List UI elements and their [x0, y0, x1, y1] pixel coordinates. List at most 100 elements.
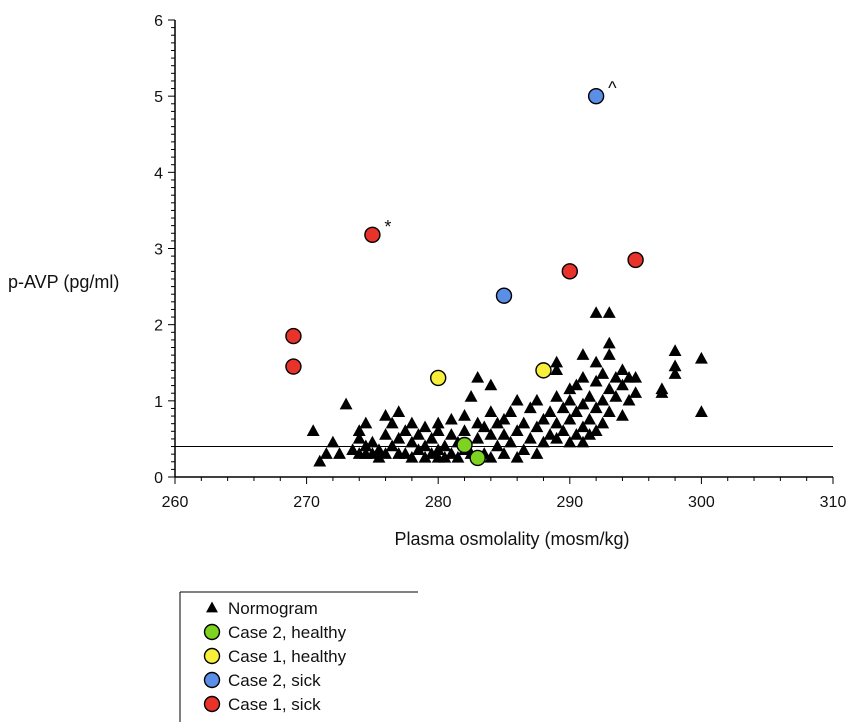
normogram-point [602, 306, 616, 318]
normogram-point [576, 435, 590, 448]
normogram-point [563, 435, 577, 448]
normogram-point [385, 439, 399, 452]
normogram-point [537, 412, 550, 425]
case-1-sick-point [285, 358, 302, 375]
normogram-point [313, 454, 327, 467]
normogram-point [583, 390, 596, 402]
normogram-point [550, 431, 564, 444]
normogram-point [609, 390, 623, 402]
normogram-point [510, 393, 524, 406]
normogram-point [523, 401, 537, 414]
normogram-point [418, 450, 432, 463]
normogram-point [563, 412, 577, 425]
case-1-sick-point [561, 263, 578, 280]
normogram-point [471, 431, 485, 444]
normogram-point [418, 439, 432, 452]
normogram-point [346, 443, 360, 456]
normogram-point [602, 382, 616, 395]
normogram-point [484, 378, 498, 391]
normogram-point [398, 424, 412, 436]
normogram-point [425, 431, 439, 444]
normogram-point [392, 405, 406, 417]
normogram-point [510, 450, 524, 463]
x-tick-label: 260 [162, 494, 189, 511]
normogram-point [694, 405, 708, 417]
legend-marker [203, 623, 221, 641]
normogram-point [405, 450, 419, 463]
normogram-point [471, 416, 485, 429]
normogram-point [576, 420, 590, 433]
normogram-point [569, 428, 583, 440]
data-points [285, 87, 708, 467]
normogram-point [365, 435, 379, 448]
normogram-point [438, 439, 452, 452]
normogram-point [589, 424, 603, 436]
normogram-point [510, 424, 524, 436]
normogram-point [589, 355, 603, 368]
case-1-sick-point [627, 251, 644, 269]
normogram-point [530, 447, 544, 459]
normogram-point [339, 397, 353, 410]
x-tick-label: 300 [688, 494, 715, 511]
normogram-point [451, 450, 465, 463]
normogram-point [497, 447, 511, 459]
normogram-point [550, 390, 564, 402]
normogram-point [484, 450, 498, 463]
normogram-point [352, 424, 366, 436]
normogram-point [405, 416, 419, 429]
legend-label: Case 2, healthy [228, 623, 347, 642]
normogram-point [458, 409, 471, 421]
legend-label: Case 1, sick [228, 695, 321, 714]
normogram-point [517, 416, 531, 429]
normogram-point [569, 378, 583, 391]
legend-marker [206, 601, 218, 613]
normogram-point [372, 443, 386, 456]
y-tick-label: 4 [154, 165, 163, 182]
normogram-point [458, 424, 471, 436]
normogram-point [550, 363, 564, 376]
normogram-point [379, 409, 392, 421]
normogram-point [517, 443, 531, 456]
normogram-point [596, 393, 610, 406]
normogram-point [556, 424, 570, 436]
normogram-point [490, 416, 504, 429]
normogram-point [616, 378, 629, 391]
normogram-point [694, 351, 708, 364]
normogram-point [596, 416, 610, 429]
normogram-point [333, 447, 346, 459]
x-tick-label: 280 [425, 494, 452, 511]
legend-label: Case 1, healthy [228, 647, 347, 666]
normogram-point [385, 416, 399, 429]
normogram-point [412, 428, 425, 440]
normogram-point [490, 439, 504, 452]
normogram-point [589, 401, 603, 414]
normogram-point [359, 416, 373, 429]
normogram-point [504, 405, 518, 417]
normogram-point [523, 431, 537, 444]
normogram-point [543, 428, 557, 440]
normogram-point [444, 428, 458, 440]
normogram-point [576, 397, 590, 410]
normogram-point [412, 443, 425, 456]
normogram-point [563, 393, 577, 406]
normogram-point [326, 435, 340, 448]
normogram-point [576, 370, 590, 383]
normogram-point [583, 428, 596, 440]
case-2-healthy-point [456, 436, 473, 454]
normogram-point [576, 348, 590, 360]
axis-ticks: 0 1 2 3 4 5 6 260 270 280 290 300 310 [154, 13, 846, 511]
normogram-point [352, 431, 366, 444]
x-tick-label: 290 [556, 494, 583, 511]
normogram-point [431, 416, 445, 429]
case-1-healthy-point [535, 362, 552, 379]
normogram-point [444, 447, 458, 459]
y-axis-label: p-AVP (pg/ml) [8, 272, 119, 292]
legend-marker [203, 695, 221, 713]
normogram-point [392, 431, 406, 444]
legend-label: Case 2, sick [228, 671, 321, 690]
normogram-point [550, 355, 564, 368]
normogram-point [583, 412, 596, 425]
normogram-point [622, 393, 636, 406]
normogram-point [668, 344, 682, 357]
y-tick-label: 6 [154, 13, 163, 30]
